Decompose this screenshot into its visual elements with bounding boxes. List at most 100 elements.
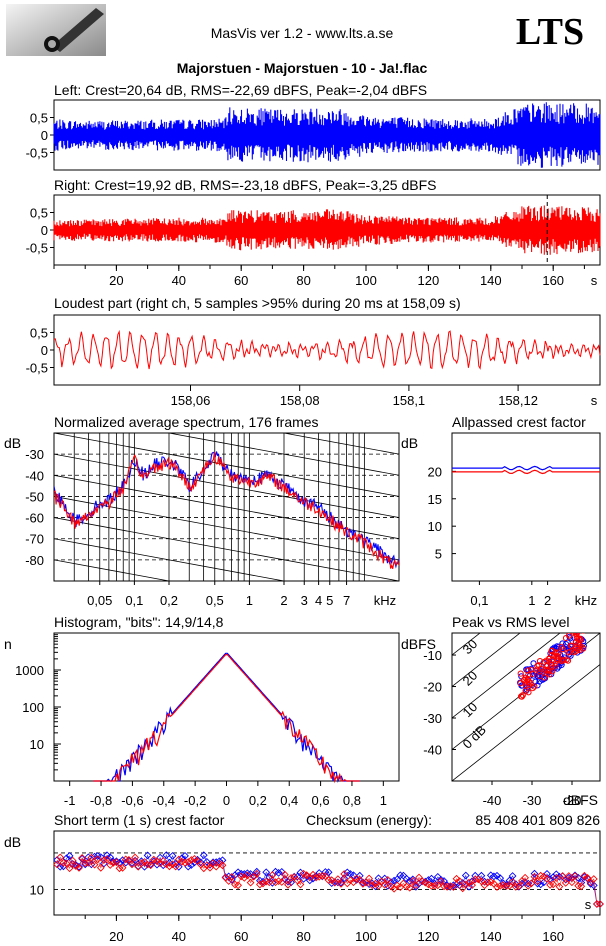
right-crest-point xyxy=(171,862,180,871)
right-crest-point xyxy=(224,877,233,885)
x-tick-label: 0 xyxy=(223,793,230,808)
left-waveform-title: Left: Crest=20,64 dB, RMS=-22,69 dBFS, P… xyxy=(54,82,427,98)
y-tick-label: 10 xyxy=(30,737,44,752)
slope-line xyxy=(54,453,399,518)
right-crest-point xyxy=(146,861,155,870)
right-crest-point xyxy=(271,878,280,887)
right-crest-point xyxy=(508,878,517,886)
right-crest-point xyxy=(424,880,433,889)
slope-line xyxy=(166,433,399,476)
left-crest-point xyxy=(274,869,283,877)
right-crest-point xyxy=(71,862,80,870)
right-waveform-title: Right: Crest=19,92 dB, RMS=-23,18 dBFS, … xyxy=(54,177,436,193)
x-tick-label: 60 xyxy=(234,273,248,288)
right-point xyxy=(541,658,548,666)
right-point xyxy=(548,647,556,654)
right-crest-point xyxy=(515,882,523,890)
left-crest-point xyxy=(511,880,520,889)
right-point xyxy=(522,674,529,681)
right-crest-point xyxy=(337,879,345,888)
peak-rms-ylabel: dBFS xyxy=(401,636,436,652)
slope-line xyxy=(54,474,399,540)
right-crest-point xyxy=(231,880,239,889)
right-crest-point xyxy=(418,877,427,885)
right-crest-point xyxy=(118,863,127,872)
crest-factor-plot: 20 15 10 5 0,1 1 2 kHz xyxy=(428,432,601,608)
right-crest-point xyxy=(327,876,336,885)
x-tick-label: 100 xyxy=(355,929,377,944)
spectrum-traces xyxy=(54,451,399,569)
right-crest-point xyxy=(539,872,548,881)
left-crest-point xyxy=(168,852,177,860)
left-crest-point xyxy=(53,856,61,864)
right-crest-point xyxy=(412,881,420,890)
left-crest-point xyxy=(493,871,501,880)
right-crest-point xyxy=(437,877,445,886)
right-crest-point xyxy=(455,877,464,885)
y-tick-label: -0,5 xyxy=(26,241,48,256)
right-crest-point xyxy=(184,858,193,866)
right-crest-point xyxy=(299,869,308,878)
right-crest-point xyxy=(452,874,461,883)
right-crest-point xyxy=(402,882,411,891)
scatter-points xyxy=(517,633,587,700)
right-waveform-plot: 0,5 0 -0,5 20 40 60 80 100 120 140 160 s xyxy=(26,194,601,288)
x-tick-label: 7 xyxy=(343,593,350,608)
right-point xyxy=(571,649,578,656)
right-point xyxy=(541,674,548,681)
peak-rms-xlabel: dBFS xyxy=(563,792,598,808)
left-crest-point xyxy=(212,858,221,867)
y-tick-label: 5 xyxy=(435,547,442,562)
right-point xyxy=(529,670,536,678)
right-crest-point xyxy=(474,875,483,884)
right-crest-point xyxy=(178,857,186,866)
right-crest-point xyxy=(215,859,224,868)
right-crest-point xyxy=(68,856,77,865)
right-point xyxy=(559,646,566,653)
x-tick-label: 158,12 xyxy=(498,393,538,408)
slope-line xyxy=(54,496,399,561)
right-crest-point xyxy=(468,881,476,889)
left-crest-point xyxy=(159,861,168,870)
loudest-part-plot: 0,5 0 -0,5 158,06 158,08 158,1 158,12 s xyxy=(26,314,601,408)
x-tick-label: 0,05 xyxy=(87,593,112,608)
left-crest-point xyxy=(343,868,352,877)
x-tick-label: 140 xyxy=(480,929,502,944)
header: MasVis ver 1.2 - www.lts.a.se LTS Majors… xyxy=(6,4,584,76)
right-crest-point xyxy=(340,870,349,878)
right-crest-point xyxy=(374,882,383,890)
right-crest-point xyxy=(284,880,292,889)
right-crest-point xyxy=(259,879,267,888)
right-point xyxy=(549,668,556,675)
left-crest-point xyxy=(181,852,189,860)
right-crest-point xyxy=(240,874,249,882)
left-crest-point xyxy=(461,871,470,880)
left-crest-point xyxy=(75,862,83,871)
right-crest-point xyxy=(359,879,367,888)
slope-line xyxy=(54,580,57,581)
x-unit-label: kHz xyxy=(575,593,597,608)
checksum-label: Checksum (energy): xyxy=(306,812,432,828)
right-point xyxy=(575,635,583,643)
y-tick-label: 0,5 xyxy=(30,111,48,126)
right-crest-point xyxy=(206,863,214,872)
left-crest-point xyxy=(543,870,551,878)
y-tick-label: 0,5 xyxy=(30,206,48,221)
right-crest-point xyxy=(165,862,174,871)
short-term-title: Short term (1 s) crest factor xyxy=(54,812,225,828)
right-crest-point xyxy=(405,883,414,892)
x-tick-label: 1 xyxy=(380,793,387,808)
histogram-plot: 1000 100 10 -1 -0,8 -0,6 -0,4 -0,2 0 0,2 0,4 0,6 0,8… xyxy=(15,632,400,808)
left-crest-point xyxy=(508,872,517,880)
right-crest-point xyxy=(140,858,149,866)
right-crest-point xyxy=(153,857,161,865)
left-crest-point xyxy=(296,868,305,877)
y-tick-label: -30 xyxy=(25,447,44,462)
histogram-title: Histogram, "bits": 14,9/14,8 xyxy=(54,614,224,630)
left-crest-point xyxy=(574,873,583,882)
right-crest-point xyxy=(564,872,573,880)
right-crest-point xyxy=(568,878,576,887)
right-point xyxy=(562,635,570,642)
